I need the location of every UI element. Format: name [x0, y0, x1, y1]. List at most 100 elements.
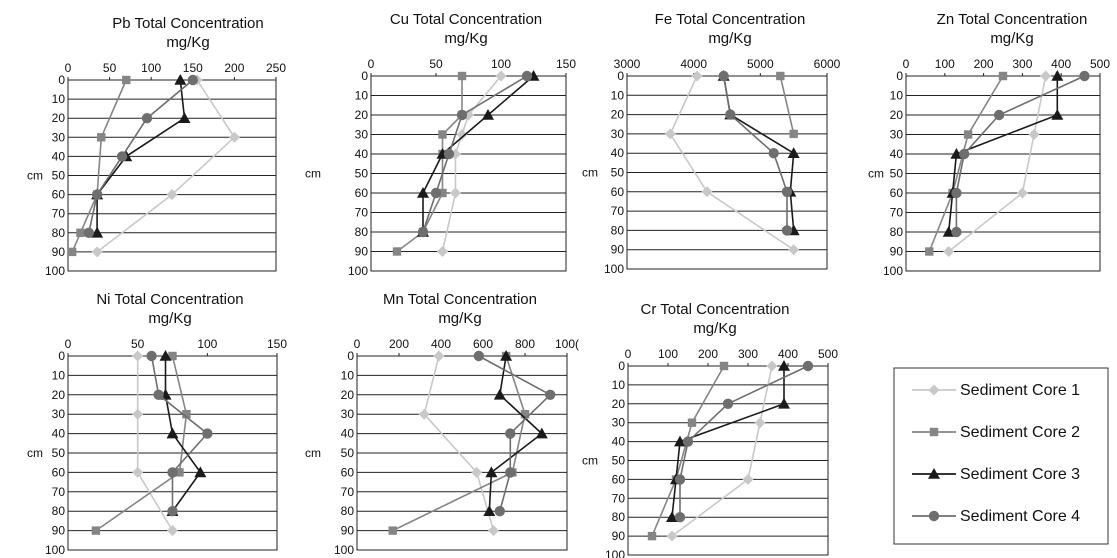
data-point	[153, 389, 164, 400]
data-point	[1051, 109, 1064, 120]
y-tick-label: 100	[45, 543, 65, 557]
data-point	[505, 467, 516, 478]
series-2	[91, 351, 191, 535]
data-point	[418, 408, 430, 420]
y-tick-label: 10	[52, 368, 66, 382]
y-axis-label: cm	[868, 167, 884, 181]
y-tick-label: 30	[341, 407, 355, 421]
data-point	[443, 148, 455, 160]
data-point	[1016, 187, 1028, 199]
y-tick-label: 0	[617, 69, 624, 83]
data-point	[146, 350, 157, 362]
data-point	[485, 466, 498, 478]
data-point	[116, 151, 128, 162]
x-tick-label: 0	[903, 57, 910, 71]
x-tick-label: 0	[65, 337, 72, 351]
series-2	[388, 351, 530, 535]
y-tick-label: 40	[52, 427, 66, 441]
y-tick-label: 80	[52, 504, 66, 518]
data-point	[963, 130, 973, 139]
y-tick-label: 100	[604, 262, 624, 276]
data-point	[725, 109, 736, 120]
chart-panel-1: Pb Total Concentration mg/Kg 0 10 20 30 40 50 60…	[27, 15, 286, 278]
legend-label: Sediment Core 1	[960, 382, 1080, 399]
data-point	[674, 512, 686, 523]
y-tick-label: 50	[341, 446, 355, 460]
data-point	[178, 112, 191, 123]
data-point	[471, 466, 483, 478]
y-tick-label: 60	[52, 465, 66, 479]
data-point	[76, 228, 85, 237]
y-tick-label: 10	[52, 92, 66, 106]
data-point	[488, 525, 499, 537]
y-axis-label: cm	[27, 169, 43, 183]
data-point	[202, 428, 213, 439]
data-point	[417, 226, 429, 238]
data-point	[674, 474, 686, 485]
y-tick-label: 80	[890, 225, 904, 239]
data-point	[789, 129, 798, 139]
series-line	[423, 355, 495, 531]
chart-title: Cu Total Concentration	[390, 11, 542, 28]
y-tick-label: 70	[612, 491, 626, 505]
y-tick-label: 80	[612, 510, 626, 524]
x-tick-label: 100(	[555, 337, 579, 351]
y-tick-label: 60	[890, 186, 904, 200]
y-axis-label: cm	[305, 446, 321, 460]
x-tick-label: 300	[738, 347, 758, 361]
y-tick-label: 70	[890, 206, 904, 220]
x-tick-label: 200	[974, 57, 994, 71]
x-tick-label: 150	[267, 337, 287, 351]
x-tick-label: 0	[65, 61, 72, 75]
x-tick-label: 600	[473, 337, 493, 351]
data-point	[943, 246, 955, 257]
series-1	[666, 360, 778, 542]
chart-title: Zn Total Concentration	[937, 11, 1088, 28]
data-point	[122, 75, 131, 85]
y-tick-label: 20	[890, 108, 904, 122]
y-tick-label: 60	[612, 472, 626, 486]
legend-label: Sediment Core 2	[960, 424, 1080, 441]
data-point	[167, 467, 178, 478]
data-point	[388, 526, 397, 535]
data-point	[781, 186, 793, 197]
series-1	[664, 70, 800, 256]
chart-title: Pb Total Concentration	[112, 15, 264, 32]
data-point	[505, 428, 516, 439]
data-point	[83, 227, 95, 238]
series-2	[67, 75, 131, 257]
data-point	[182, 410, 191, 419]
data-point	[802, 360, 814, 372]
data-point	[925, 247, 934, 256]
series-1	[437, 70, 507, 257]
y-tick-label: 0	[618, 359, 625, 373]
data-point	[417, 187, 429, 198]
chart-title: Fe Total Concentration	[655, 11, 806, 28]
series-2	[925, 71, 1008, 256]
data-point	[778, 397, 790, 409]
y-tick-label: 90	[52, 245, 66, 259]
data-point	[691, 70, 703, 82]
series-line	[651, 365, 725, 537]
y-tick-label: 30	[611, 127, 625, 141]
series-4	[146, 350, 213, 517]
chart-panel-3: Fe Total Concentration mg/Kg 0 10 20 30 40 50 60…	[582, 11, 841, 276]
series-4	[83, 74, 198, 238]
series-2	[647, 361, 729, 541]
y-tick-label: 0	[347, 349, 354, 363]
data-point	[647, 531, 657, 541]
x-tick-label: 3000	[614, 57, 641, 71]
legend-marker	[929, 427, 939, 437]
data-point	[167, 525, 178, 537]
y-tick-label: 90	[355, 245, 369, 259]
data-point	[438, 188, 447, 198]
y-tick-label: 80	[611, 223, 625, 237]
y-tick-label: 70	[611, 204, 625, 218]
y-tick-label: 90	[611, 243, 625, 257]
series-line	[441, 75, 502, 252]
x-tick-label: 150	[556, 57, 576, 71]
y-tick-label: 10	[890, 89, 904, 103]
legend-label: Sediment Core 3	[960, 466, 1080, 483]
y-axis-label: cm	[582, 166, 598, 180]
data-point	[682, 436, 694, 447]
